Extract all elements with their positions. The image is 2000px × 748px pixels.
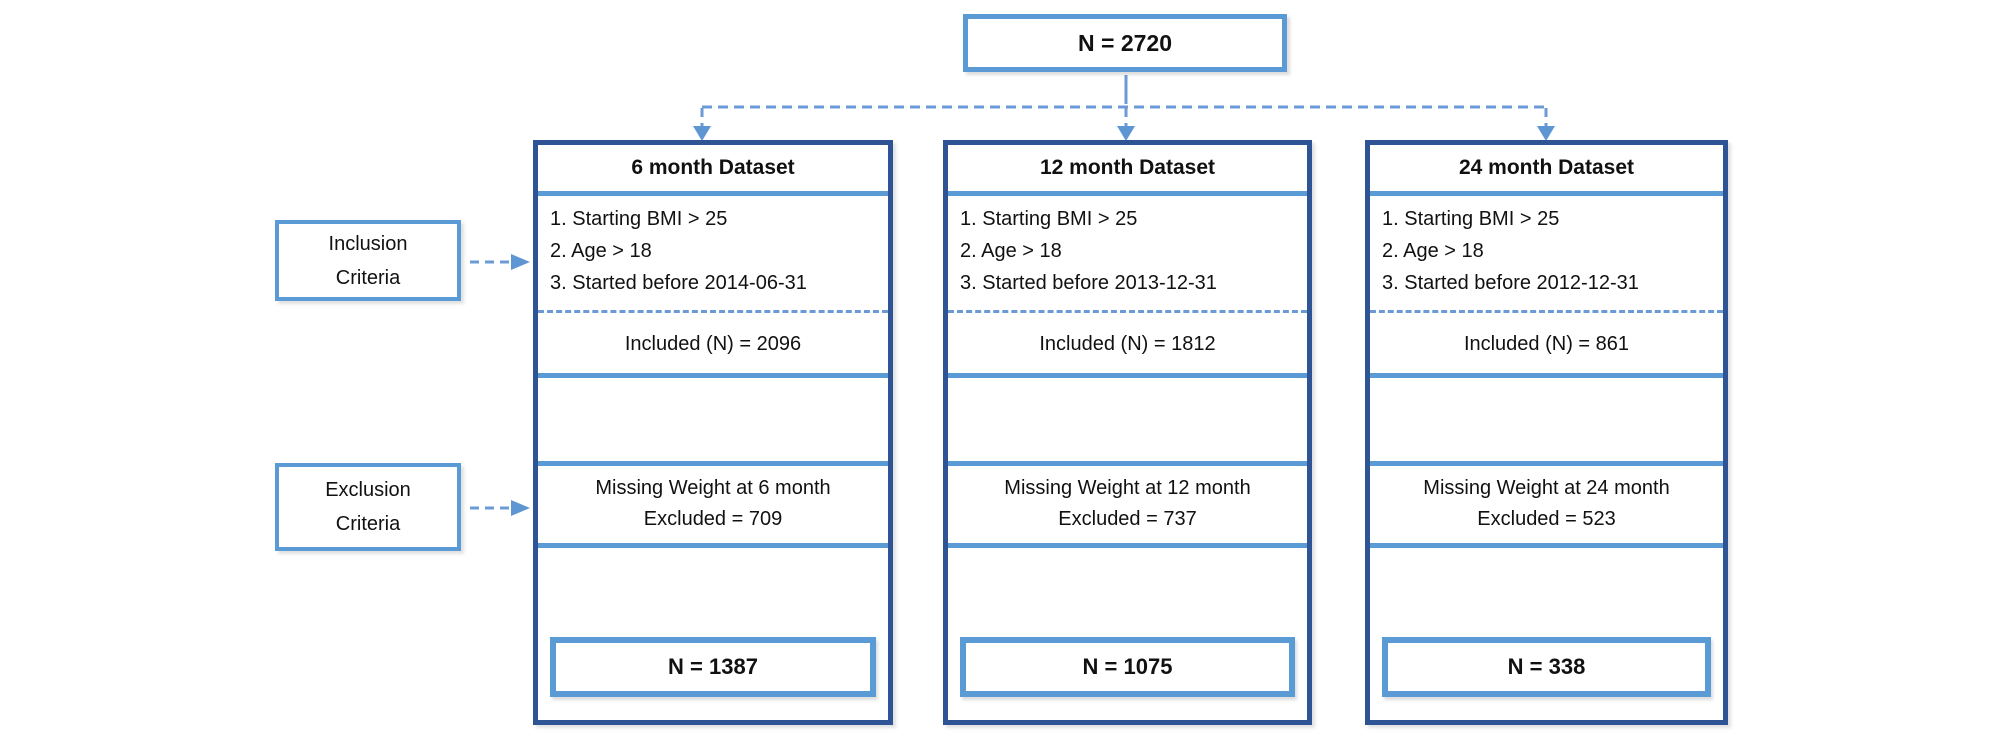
- arrowhead-right-icon: [511, 500, 530, 516]
- final-n-label: N = 338: [1507, 654, 1586, 679]
- arrowhead-down-icon: [1537, 126, 1555, 141]
- separator-line: [538, 461, 888, 466]
- exclusion-reason: Missing Weight at 6 month: [595, 477, 831, 499]
- exclusion-label-line1: Exclusion: [325, 479, 411, 501]
- criterion-item: 1. Starting BMI > 25: [960, 208, 1138, 230]
- arrowhead-down-icon: [693, 126, 711, 141]
- separator-line: [538, 543, 888, 548]
- exclusion-section: Missing Weight at 6 month Excluded = 709: [538, 466, 888, 543]
- column-title: 6 month Dataset: [631, 156, 795, 179]
- excluded-count: Excluded = 709: [643, 508, 783, 530]
- criterion-item: 3. Started before 2014-06-31: [550, 272, 807, 294]
- inclusion-label-line2: Criteria: [335, 266, 401, 289]
- arrowhead-right-icon: [511, 254, 530, 270]
- final-n-label: N = 1075: [1082, 654, 1173, 679]
- criterion-item: 3. Started before 2013-12-31: [960, 272, 1217, 294]
- empty-section: [538, 378, 888, 461]
- separator-line: [538, 191, 888, 196]
- criterion-item: 2. Age > 18: [1382, 240, 1484, 262]
- exclusion-reason: Missing Weight at 24 month: [1423, 477, 1670, 499]
- total-n-label: N = 2720: [1078, 29, 1172, 56]
- dataset-column-12-month: 12 month Dataset 1. Starting BMI > 25 2.…: [943, 140, 1312, 725]
- criterion-item: 2. Age > 18: [550, 240, 652, 262]
- separator-line: [1370, 543, 1723, 548]
- excluded-count: Excluded = 737: [1058, 508, 1197, 530]
- separator-line: [1370, 461, 1723, 466]
- inclusion-label-line1: Inclusion: [328, 232, 408, 255]
- total-n-box: N = 2720: [963, 14, 1287, 72]
- column-title: 12 month Dataset: [1039, 156, 1216, 179]
- included-count: Included (N) = 1812: [1039, 332, 1216, 355]
- exclusion-section: Missing Weight at 24 month Excluded = 52…: [1370, 466, 1723, 543]
- exclusion-reason: Missing Weight at 12 month: [1004, 477, 1251, 499]
- included-count: Included (N) = 2096: [624, 332, 802, 355]
- inclusion-criteria-list: 1. Starting BMI > 25 2. Age > 18 3. Star…: [948, 196, 1307, 310]
- separator-line: [948, 543, 1307, 548]
- final-n-box: N = 1075: [960, 637, 1295, 697]
- inclusion-criteria-list: 1. Starting BMI > 25 2. Age > 18 3. Star…: [538, 196, 888, 310]
- empty-section: [1370, 378, 1723, 461]
- final-section: N = 1387: [538, 548, 888, 720]
- exclusion-label-line2: Criteria: [335, 513, 401, 535]
- criterion-item: 1. Starting BMI > 25: [550, 208, 728, 230]
- included-count: Included (N) = 861: [1463, 332, 1630, 355]
- dataset-column-24-month: 24 month Dataset 1. Starting BMI > 25 2.…: [1365, 140, 1728, 725]
- final-n-label: N = 1387: [668, 654, 758, 679]
- excluded-count: Excluded = 523: [1477, 508, 1616, 530]
- separator-line: [948, 191, 1307, 196]
- separator-line: [1370, 373, 1723, 378]
- separator-line: [948, 461, 1307, 466]
- arrowhead-down-icon: [1117, 126, 1135, 141]
- column-title: 24 month Dataset: [1458, 156, 1635, 179]
- separator-line: [948, 373, 1307, 378]
- dashed-separator-line: [1370, 310, 1723, 313]
- dataset-column-6-month: 6 month Dataset 1. Starting BMI > 25 2. …: [533, 140, 893, 725]
- criterion-item: 3. Started before 2012-12-31: [1382, 272, 1639, 294]
- final-section: N = 338: [1370, 548, 1723, 720]
- dashed-separator-line: [538, 310, 888, 313]
- final-n-box: N = 1387: [550, 637, 876, 697]
- criterion-item: 2. Age > 18: [960, 240, 1062, 262]
- inclusion-criteria-label-box: Inclusion Criteria: [275, 220, 461, 301]
- dashed-separator-line: [948, 310, 1307, 313]
- empty-section: [948, 378, 1307, 461]
- exclusion-criteria-label-box: Exclusion Criteria: [275, 463, 461, 551]
- final-n-box: N = 338: [1382, 637, 1711, 697]
- separator-line: [538, 373, 888, 378]
- exclusion-section: Missing Weight at 12 month Excluded = 73…: [948, 466, 1307, 543]
- criterion-item: 1. Starting BMI > 25: [1382, 208, 1560, 230]
- final-section: N = 1075: [948, 548, 1307, 720]
- inclusion-criteria-list: 1. Starting BMI > 25 2. Age > 18 3. Star…: [1370, 196, 1723, 310]
- separator-line: [1370, 191, 1723, 196]
